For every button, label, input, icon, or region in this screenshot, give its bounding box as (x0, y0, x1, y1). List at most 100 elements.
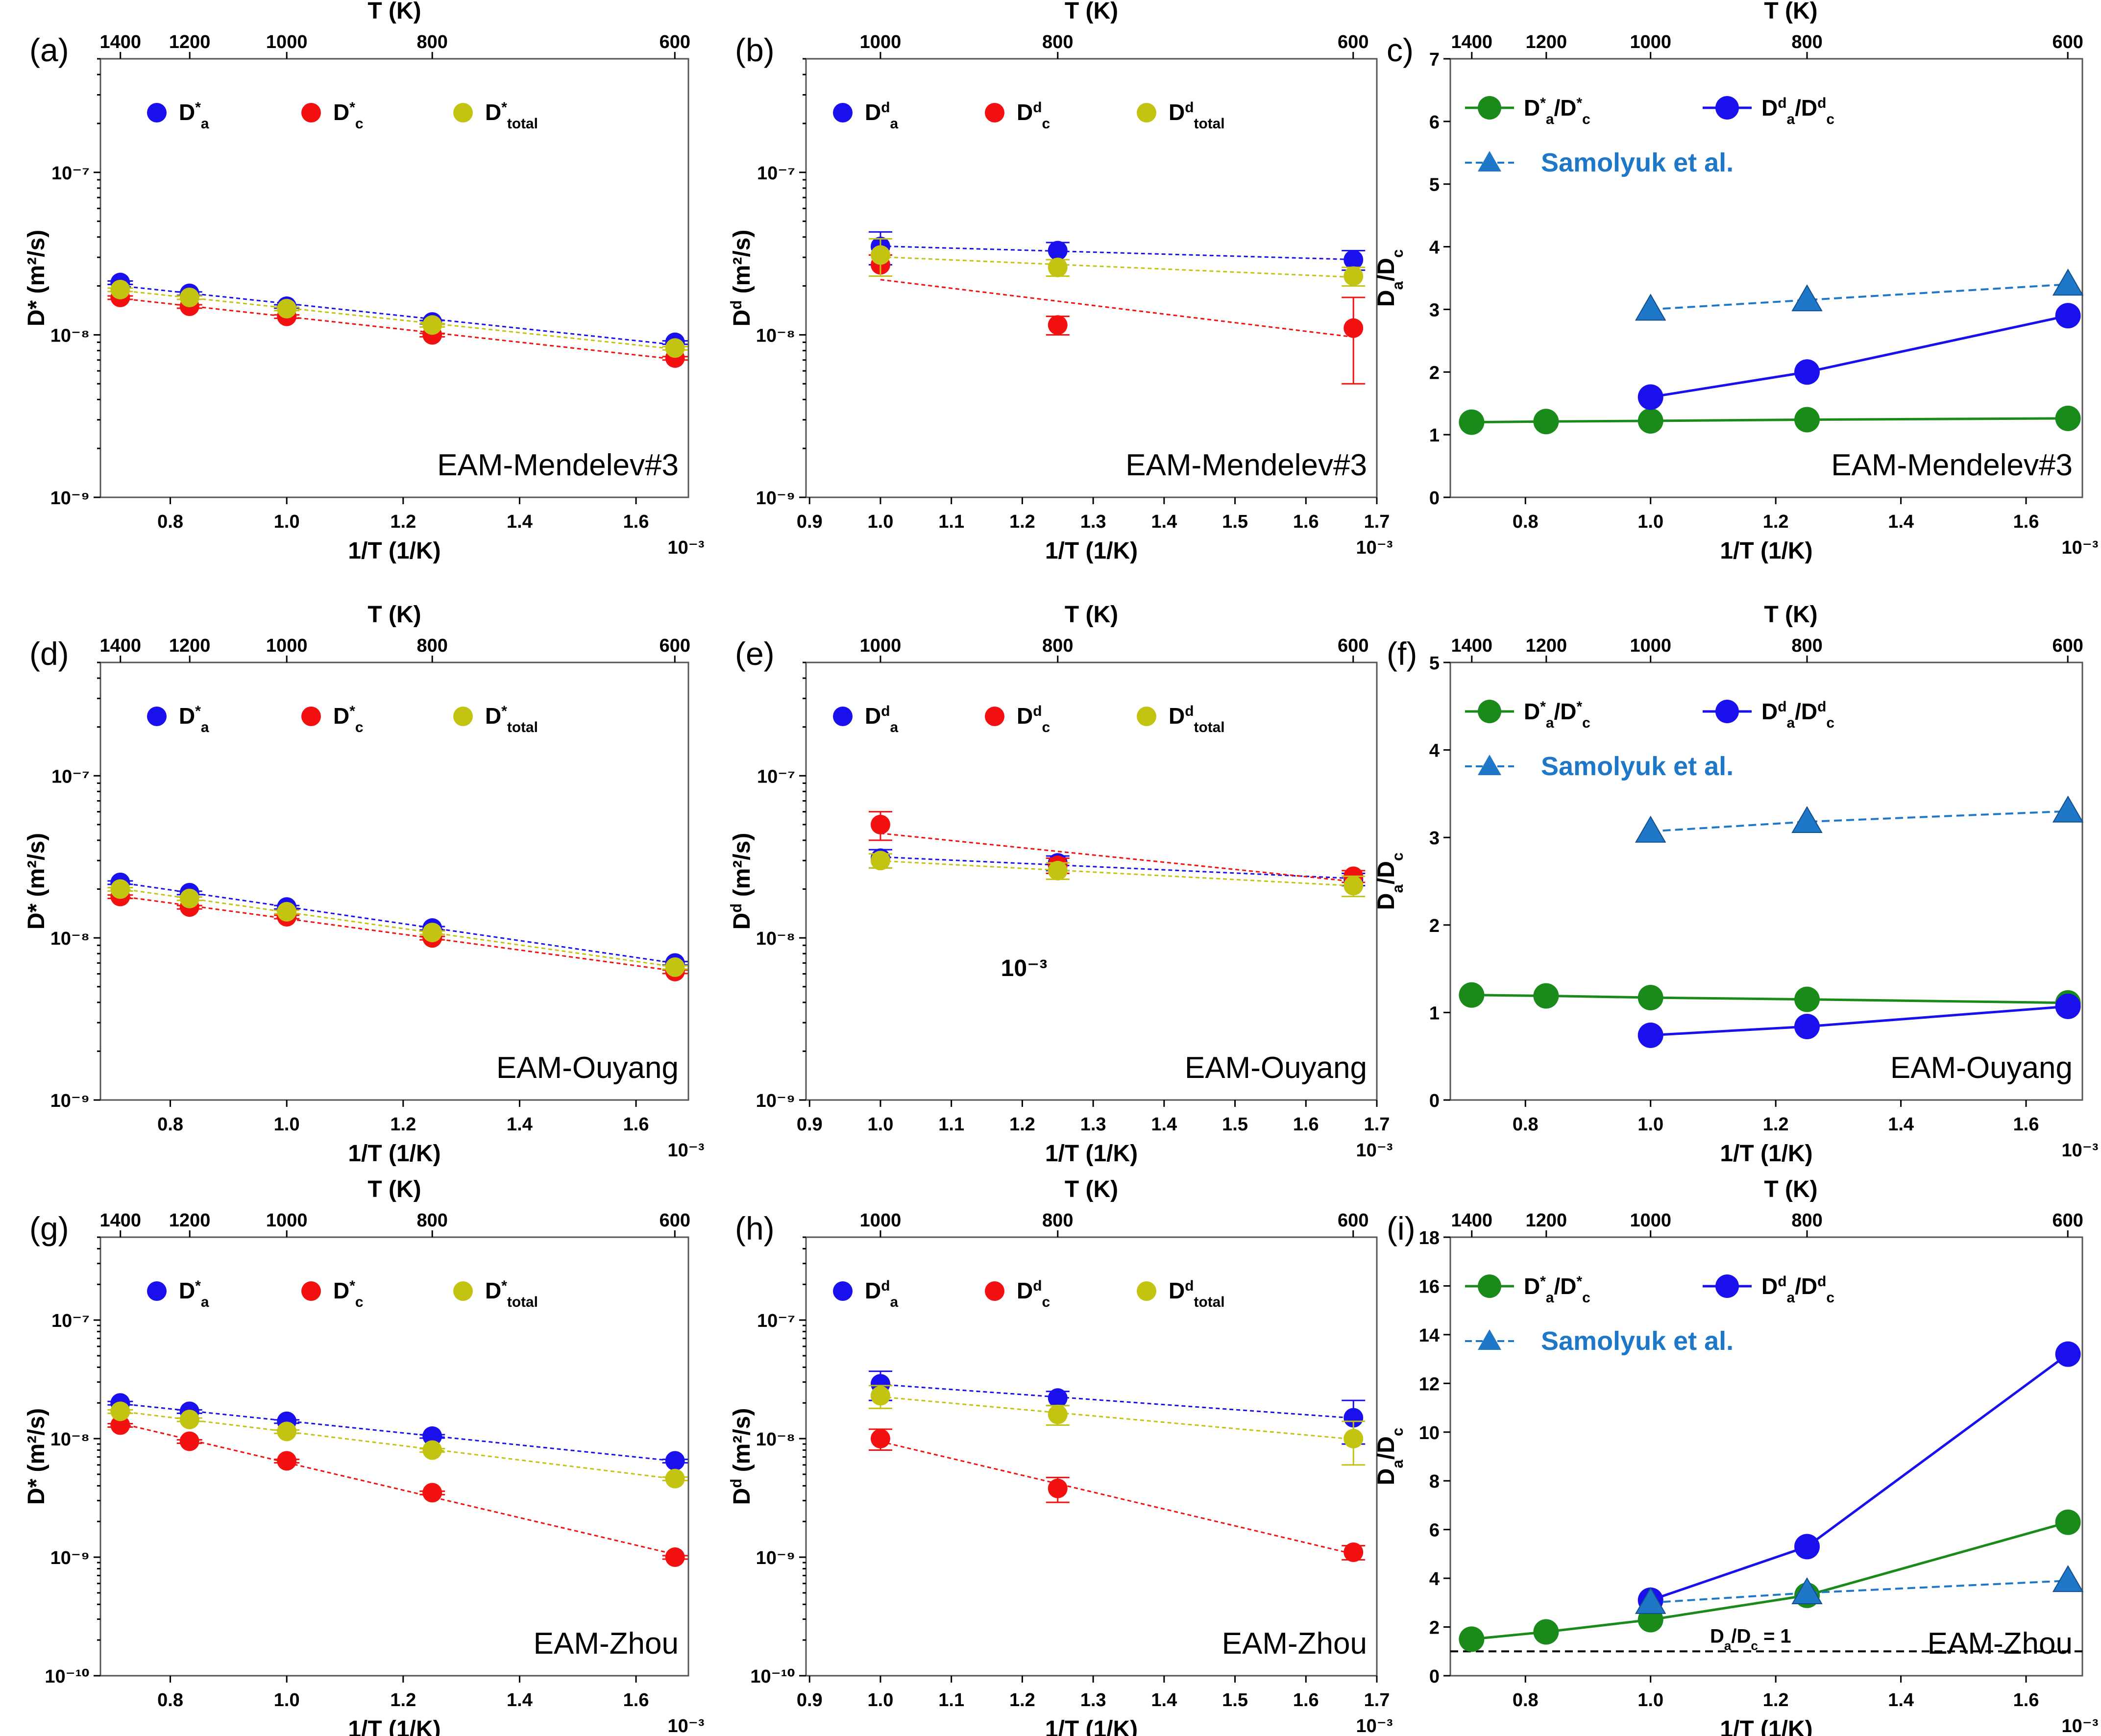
y-tick-label: 1 (1429, 1003, 1440, 1024)
marker-Dda/Ddc (2055, 1341, 2081, 1367)
x-tick-label: 1.0 (1637, 1690, 1663, 1711)
x-tick-label: 1.2 (1009, 1114, 1035, 1135)
series-line-D*a/D*c (1471, 417, 2068, 424)
plot-frame (1449, 58, 2083, 498)
x-tick-label: 1.4 (1151, 1114, 1177, 1135)
x-tick-label: 1.4 (1151, 512, 1177, 532)
x-tick-label: 1.6 (1293, 512, 1319, 532)
y-tick-label: 10⁻⁹ (756, 1091, 795, 1111)
x-multiplier: 10⁻³ (1356, 1140, 1393, 1161)
legend-marker (833, 1281, 853, 1301)
y-tick-label: 10⁻⁷ (51, 163, 90, 184)
marker-D*a/D*c (1533, 409, 1559, 435)
data-point-D*total (665, 957, 685, 977)
marker-D*a/D*c (1794, 986, 1820, 1012)
plot-frame (1449, 661, 2083, 1101)
x-tick-label: 0.8 (1513, 1690, 1539, 1711)
x-tick-label: 1.1 (938, 1690, 964, 1711)
y-tick-label: 18 (1419, 1228, 1440, 1248)
model-name: EAM-Zhou (534, 1627, 679, 1661)
fit-line-Ddc (880, 832, 1354, 882)
data-point-Dda (1344, 1408, 1364, 1428)
x-axis-label: 1/T (1/K) (1045, 538, 1138, 564)
panel-g: 0.8 1.0 1.2 1.4 1.6 10⁻³ 1/T (1/K) 10⁻¹⁰ 10⁻⁹ 10⁻… (24, 1176, 704, 1736)
y-tick-label: 0 (1429, 488, 1440, 509)
x-multiplier: 10⁻³ (1356, 538, 1393, 558)
fit-line-D*a (120, 1403, 675, 1462)
data-point-D*total (110, 279, 130, 299)
legend-label-D*a: D*a (179, 703, 209, 735)
fit-line-D*c (120, 297, 675, 360)
top-axis-label: T (K) (1764, 1176, 1817, 1202)
marker-Dda/Ddc (1794, 359, 1820, 385)
data-point-D*c (179, 1431, 199, 1451)
panel-label: (f) (1387, 636, 1417, 672)
data-point-Ddtotal (1344, 266, 1364, 286)
y-tick-label: 10⁻¹⁰ (45, 1666, 90, 1687)
x-tick-label: 1.0 (868, 1690, 894, 1711)
x-tick-label: 1.1 (938, 512, 964, 532)
data-point-D*c (277, 1451, 297, 1471)
panel-label: (g) (29, 1210, 69, 1247)
y-tick-label: 10⁻⁷ (51, 1311, 90, 1331)
panel-label: (a) (29, 32, 69, 68)
marker-Samolyuk et al. (1791, 284, 1823, 312)
top-tick-label: 800 (1791, 636, 1822, 656)
y-tick-label: 5 (1429, 175, 1440, 196)
x-tick-label: 1.4 (1888, 1690, 1914, 1711)
marker-Samolyuk et al. (1635, 293, 1666, 321)
x-multiplier: 10⁻³ (668, 1716, 705, 1736)
top-tick-label: 1200 (169, 32, 211, 52)
y-tick-label: 10 (1419, 1423, 1440, 1443)
legend-label-Dda: Dda (865, 1278, 899, 1310)
fit-line-D*total (120, 888, 675, 968)
legend-label-Ddc: Ddc (1017, 703, 1050, 735)
top-tick-label: 1200 (169, 636, 211, 656)
marker-Samolyuk et al. (2052, 795, 2084, 823)
data-point-D*total (665, 1468, 685, 1489)
data-point-D*total (179, 888, 199, 908)
data-point-Ddtotal (1344, 876, 1364, 896)
marker-Dda/Ddc (1794, 1013, 1820, 1039)
series-line-Samolyuk et al. (1650, 810, 2068, 832)
data-point-D*total (422, 923, 442, 943)
y-tick-label: 0 (1429, 1666, 1440, 1687)
legend-label-D*total: D*total (485, 99, 538, 132)
model-name: EAM-Mendelev#3 (437, 448, 679, 482)
top-tick-label: 1200 (1526, 32, 1567, 52)
x-multiplier: 10⁻³ (668, 1140, 705, 1161)
data-point-D*c (110, 1415, 130, 1435)
legend-marker (1478, 1274, 1501, 1298)
fit-line-Dda (880, 1383, 1354, 1419)
legend-marker (1478, 151, 1501, 171)
legend-label-D*a/D*c: D*a/D*c (1524, 1273, 1590, 1306)
fit-line-Ddtotal (880, 256, 1354, 278)
x-tick-label: 1.0 (868, 512, 894, 532)
top-axis-label: T (K) (367, 0, 421, 24)
top-tick-label: 1000 (860, 32, 902, 52)
y-tick-label: 10⁻⁹ (756, 1548, 795, 1568)
legend-marker (453, 103, 473, 122)
legend-label-D*c: D*c (333, 1278, 364, 1310)
legend-marker (1137, 1281, 1156, 1301)
data-point-D*total (665, 338, 685, 358)
x-tick-label: 1.4 (1151, 1690, 1177, 1711)
marker-D*a/D*c (1533, 1619, 1559, 1645)
series-line-Dda/Ddc (1650, 1005, 2068, 1037)
panel-c: 0.8 1.0 1.2 1.4 1.6 10⁻³ 1/T (1/K) 0 1 2 3 4 5 6 7 Da/D… (1373, 0, 2098, 564)
x-tick-label: 1.4 (1888, 1114, 1914, 1135)
data-point-Ddtotal (1048, 1404, 1068, 1424)
top-tick-label: 1000 (1630, 636, 1671, 656)
series-line-Dda/Ddc (1650, 314, 2069, 398)
top-tick-label: 600 (1338, 32, 1368, 52)
series-line-Samolyuk et al. (1650, 283, 2068, 311)
series-line-D*a/D*c (1471, 994, 2068, 1004)
y-tick-label: 6 (1429, 112, 1440, 133)
panel-e: 0.9 1.0 1.1 1.2 1.3 1.4 1.5 1.6 1.7 10⁻³ 1/T (1/K)… (728, 602, 1393, 1167)
legend-label-samolyuk: Samolyuk et al. (1541, 148, 1734, 177)
x-tick-label: 1.0 (274, 1114, 300, 1135)
series-line-D*a/D*c (1471, 1521, 2069, 1640)
x-tick-label: 1.3 (1080, 1114, 1106, 1135)
top-tick-label: 800 (417, 1210, 448, 1231)
panel-label: c) (1387, 32, 1414, 68)
